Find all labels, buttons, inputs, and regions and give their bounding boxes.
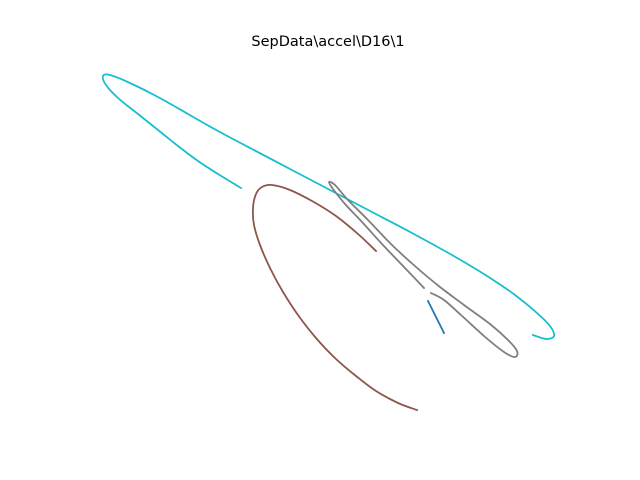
series-line-4 — [426, 299, 446, 335]
chart-title: SepData\accel\D16\1 — [251, 34, 405, 50]
series-line-2 — [328, 180, 519, 358]
series-line-1 — [101, 73, 556, 340]
series-line-3 — [251, 183, 419, 412]
